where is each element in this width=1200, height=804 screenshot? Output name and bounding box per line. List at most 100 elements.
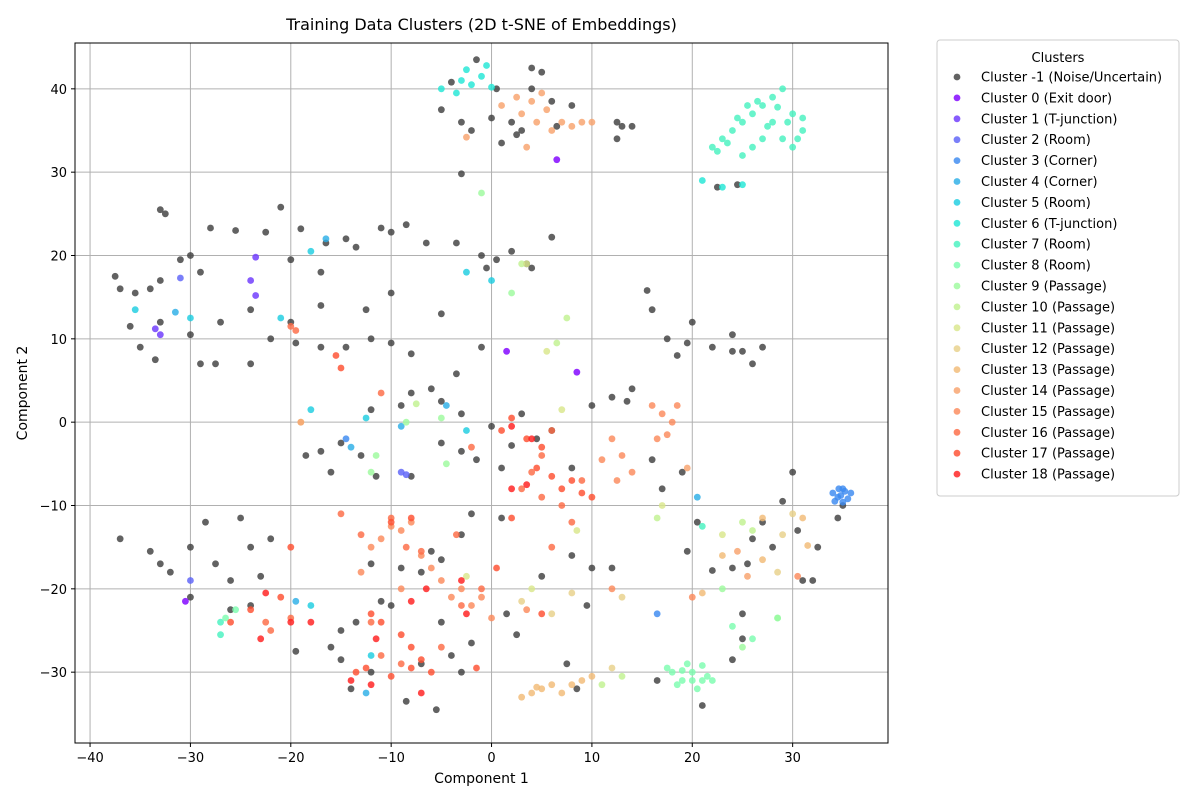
x-tick-label: −30 (177, 751, 204, 766)
scatter-point (367, 652, 375, 659)
scatter-point (688, 677, 696, 684)
scatter-point (693, 493, 701, 501)
scatter-point (613, 118, 621, 126)
x-tick-label: −20 (277, 751, 304, 766)
scatter-point (437, 310, 445, 318)
chart-title: Training Data Clusters (2D t-SNE of Embe… (285, 15, 677, 34)
scatter-point (212, 560, 219, 568)
scatter-point (623, 397, 631, 405)
scatter-point (367, 610, 375, 618)
scatter-point (347, 685, 355, 693)
scatter-point (483, 264, 490, 272)
scatter-point (573, 685, 581, 693)
scatter-point (262, 228, 270, 236)
scatter-point (749, 635, 756, 643)
scatter-point (247, 306, 255, 314)
scatter-point (337, 364, 345, 372)
scatter-point (683, 660, 691, 668)
scatter-point (407, 643, 415, 651)
scatter-point (739, 118, 746, 126)
scatter-point (146, 285, 154, 293)
scatter-point (362, 664, 370, 672)
scatter-point (558, 502, 566, 509)
scatter-point (156, 318, 164, 326)
scatter-point (197, 360, 204, 368)
scatter-point (397, 564, 405, 572)
scatter-point (548, 233, 556, 241)
scatter-point (708, 143, 716, 151)
scatter-point (508, 422, 516, 430)
x-tick-label: 20 (684, 751, 701, 766)
legend-item: Cluster 17 (Passage) (953, 447, 1115, 462)
scatter-point (653, 435, 661, 443)
scatter-point (252, 253, 260, 261)
scatter-point (533, 683, 541, 691)
scatter-point (668, 418, 676, 426)
scatter-point (779, 531, 787, 539)
scatter-point (588, 118, 596, 126)
legend-label: Cluster 9 (Passage) (981, 280, 1107, 295)
scatter-point (447, 78, 455, 86)
scatter-point (558, 485, 566, 493)
scatter-point (718, 552, 726, 559)
scatter-point (538, 443, 546, 451)
scatter-point (759, 343, 766, 351)
scatter-point (533, 435, 541, 443)
legend-marker (953, 345, 961, 353)
scatter-point (337, 510, 345, 518)
scatter-point (257, 572, 265, 580)
x-tick-label: 0 (487, 751, 495, 766)
scatter-point (578, 677, 586, 684)
scatter-point (262, 589, 270, 597)
scatter-point (352, 668, 360, 676)
scatter-point (749, 527, 756, 534)
legend-marker (953, 408, 961, 415)
scatter-point (357, 531, 365, 539)
scatter-point (478, 252, 485, 259)
scatter-point (548, 427, 556, 434)
scatter-point (432, 706, 440, 714)
scatter-point (831, 497, 839, 505)
scatter-point (156, 331, 164, 339)
scatter-point (458, 77, 465, 84)
y-tick-label: 30 (50, 166, 67, 181)
scatter-point (187, 577, 194, 584)
legend-marker (953, 115, 961, 123)
scatter-point (608, 393, 616, 401)
scatter-point (538, 572, 546, 580)
scatter-point (156, 277, 164, 284)
scatter-point (458, 531, 465, 539)
scatter-point (663, 431, 671, 439)
scatter-point (212, 360, 219, 368)
scatter-point (297, 418, 305, 426)
legend-label: Cluster 15 (Passage) (981, 405, 1115, 420)
legend-marker (953, 94, 961, 102)
scatter-point (131, 306, 139, 314)
scatter-point (729, 127, 736, 134)
scatter-point (774, 568, 781, 576)
legend-item: Cluster 18 (Passage) (953, 468, 1115, 483)
scatter-point (407, 664, 415, 672)
legend-marker (953, 303, 961, 311)
scatter-point (708, 343, 716, 351)
scatter-point (151, 356, 159, 364)
scatter-point (523, 606, 531, 614)
scatter-point (734, 114, 741, 122)
scatter-point (287, 256, 295, 264)
scatter-point (518, 693, 526, 701)
legend-item: Cluster 8 (Room) (953, 259, 1091, 274)
scatter-point (814, 543, 822, 551)
x-tick-label: 30 (784, 751, 801, 766)
legend-label: Cluster 5 (Room) (981, 196, 1091, 211)
scatter-point (136, 343, 144, 351)
legend-marker (953, 178, 961, 185)
legend-item: Cluster 7 (Room) (953, 238, 1091, 253)
scatter-point (779, 85, 787, 93)
scatter-point (734, 181, 741, 189)
scatter-point (182, 597, 189, 605)
scatter-point (247, 277, 255, 284)
legend-title: Clusters (1032, 51, 1085, 66)
scatter-point (372, 472, 380, 480)
scatter-point (377, 652, 385, 659)
